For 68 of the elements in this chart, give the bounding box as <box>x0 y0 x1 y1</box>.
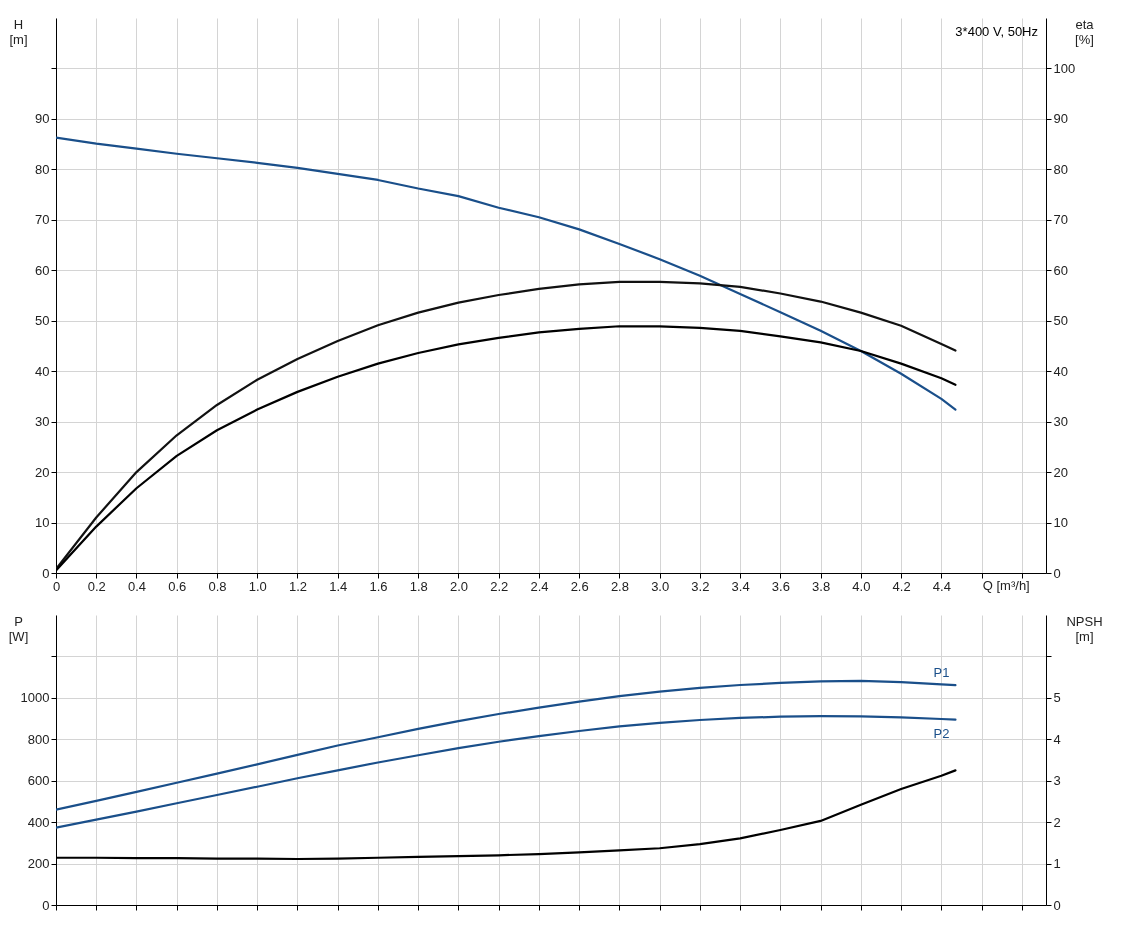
x-tick-label: 2.6 <box>570 578 589 594</box>
y2-tick-label: 20 <box>1053 464 1068 480</box>
y-tick-label: 90 <box>35 111 50 127</box>
y-tick-label: 20 <box>35 464 50 480</box>
x-tick-label: 4.2 <box>892 578 911 594</box>
y-tick-label: 600 <box>27 773 50 789</box>
y2-tick-label: 5 <box>1053 690 1061 706</box>
x-tick-label: 3.4 <box>731 578 750 594</box>
y2-tick-label: 1 <box>1053 856 1061 872</box>
y2-tick-label: 80 <box>1053 161 1068 177</box>
y-tick-label: 0 <box>42 565 50 581</box>
x-tick-label: 0.8 <box>208 578 227 594</box>
line-series <box>56 714 957 829</box>
y2-tick-label: 90 <box>1053 111 1068 127</box>
y2-tick-label: 70 <box>1053 212 1068 228</box>
y2-tick-label: 0 <box>1053 565 1061 581</box>
y-tick-label: 50 <box>35 313 50 329</box>
x-axis-title: Q [m³/h] <box>982 577 1030 593</box>
x-tick-label: 4.4 <box>932 578 951 594</box>
y-tick-label: 30 <box>35 414 50 430</box>
y2-tick-label: 50 <box>1053 313 1068 329</box>
x-tick-label: 2.0 <box>449 578 468 594</box>
x-tick-label: 3.0 <box>651 578 670 594</box>
y2-axis-title: NPSH [m] <box>1066 613 1103 644</box>
x-tick-label: 2.4 <box>530 578 549 594</box>
y-tick-label: 800 <box>27 731 50 747</box>
x-tick-label: 3.8 <box>812 578 831 594</box>
x-tick-label: 2.2 <box>490 578 509 594</box>
x-tick-label: 2.8 <box>610 578 629 594</box>
y2-tick-label: 3 <box>1053 773 1061 789</box>
y2-tick-label: 100 <box>1053 60 1076 76</box>
x-tick-label: 0.2 <box>87 578 106 594</box>
x-tick-label: 4.0 <box>852 578 871 594</box>
y2-tick-label: 4 <box>1053 731 1061 747</box>
x-tick-label: 1.6 <box>369 578 388 594</box>
x-tick-label: 1.8 <box>409 578 428 594</box>
y-axis-title: P [W] <box>8 613 29 644</box>
x-tick-label: 1.2 <box>288 578 307 594</box>
y-tick-label: 60 <box>35 262 50 278</box>
line-series <box>56 136 957 411</box>
y-tick-label: 80 <box>35 161 50 177</box>
x-tick-label: 0.4 <box>127 578 147 594</box>
y-tick-label: 40 <box>35 363 50 379</box>
line-series <box>56 679 957 811</box>
y-tick-label: 1000 <box>20 690 50 706</box>
y-tick-label: 0 <box>42 897 50 913</box>
y2-tick-label: 10 <box>1053 515 1068 531</box>
y-axis-title: H [m] <box>9 16 28 47</box>
x-tick-label: 0 <box>52 578 61 594</box>
y-tick-label: 70 <box>35 212 50 228</box>
y-tick-label: 200 <box>27 856 50 872</box>
x-tick-label: 0.6 <box>168 578 187 594</box>
series-label: P1 <box>933 665 950 681</box>
y2-axis-title: eta [%] <box>1075 16 1095 47</box>
x-tick-label: 3.2 <box>691 578 710 594</box>
y2-tick-label: 60 <box>1053 262 1068 278</box>
series-label: P2 <box>933 725 950 741</box>
y2-tick-label: 2 <box>1053 814 1061 830</box>
x-tick-label: 1.4 <box>329 578 348 594</box>
y2-tick-label: 30 <box>1053 414 1068 430</box>
y2-tick-label: 40 <box>1053 363 1068 379</box>
y2-tick-label: 0 <box>1053 897 1061 913</box>
y-tick-label: 400 <box>27 814 50 830</box>
annotation: 3*400 V, 50Hz <box>955 24 1038 39</box>
y-tick-label: 10 <box>35 515 50 531</box>
x-tick-label: 3.6 <box>771 578 790 594</box>
x-tick-label: 1.0 <box>248 578 267 594</box>
line-series <box>56 280 957 571</box>
